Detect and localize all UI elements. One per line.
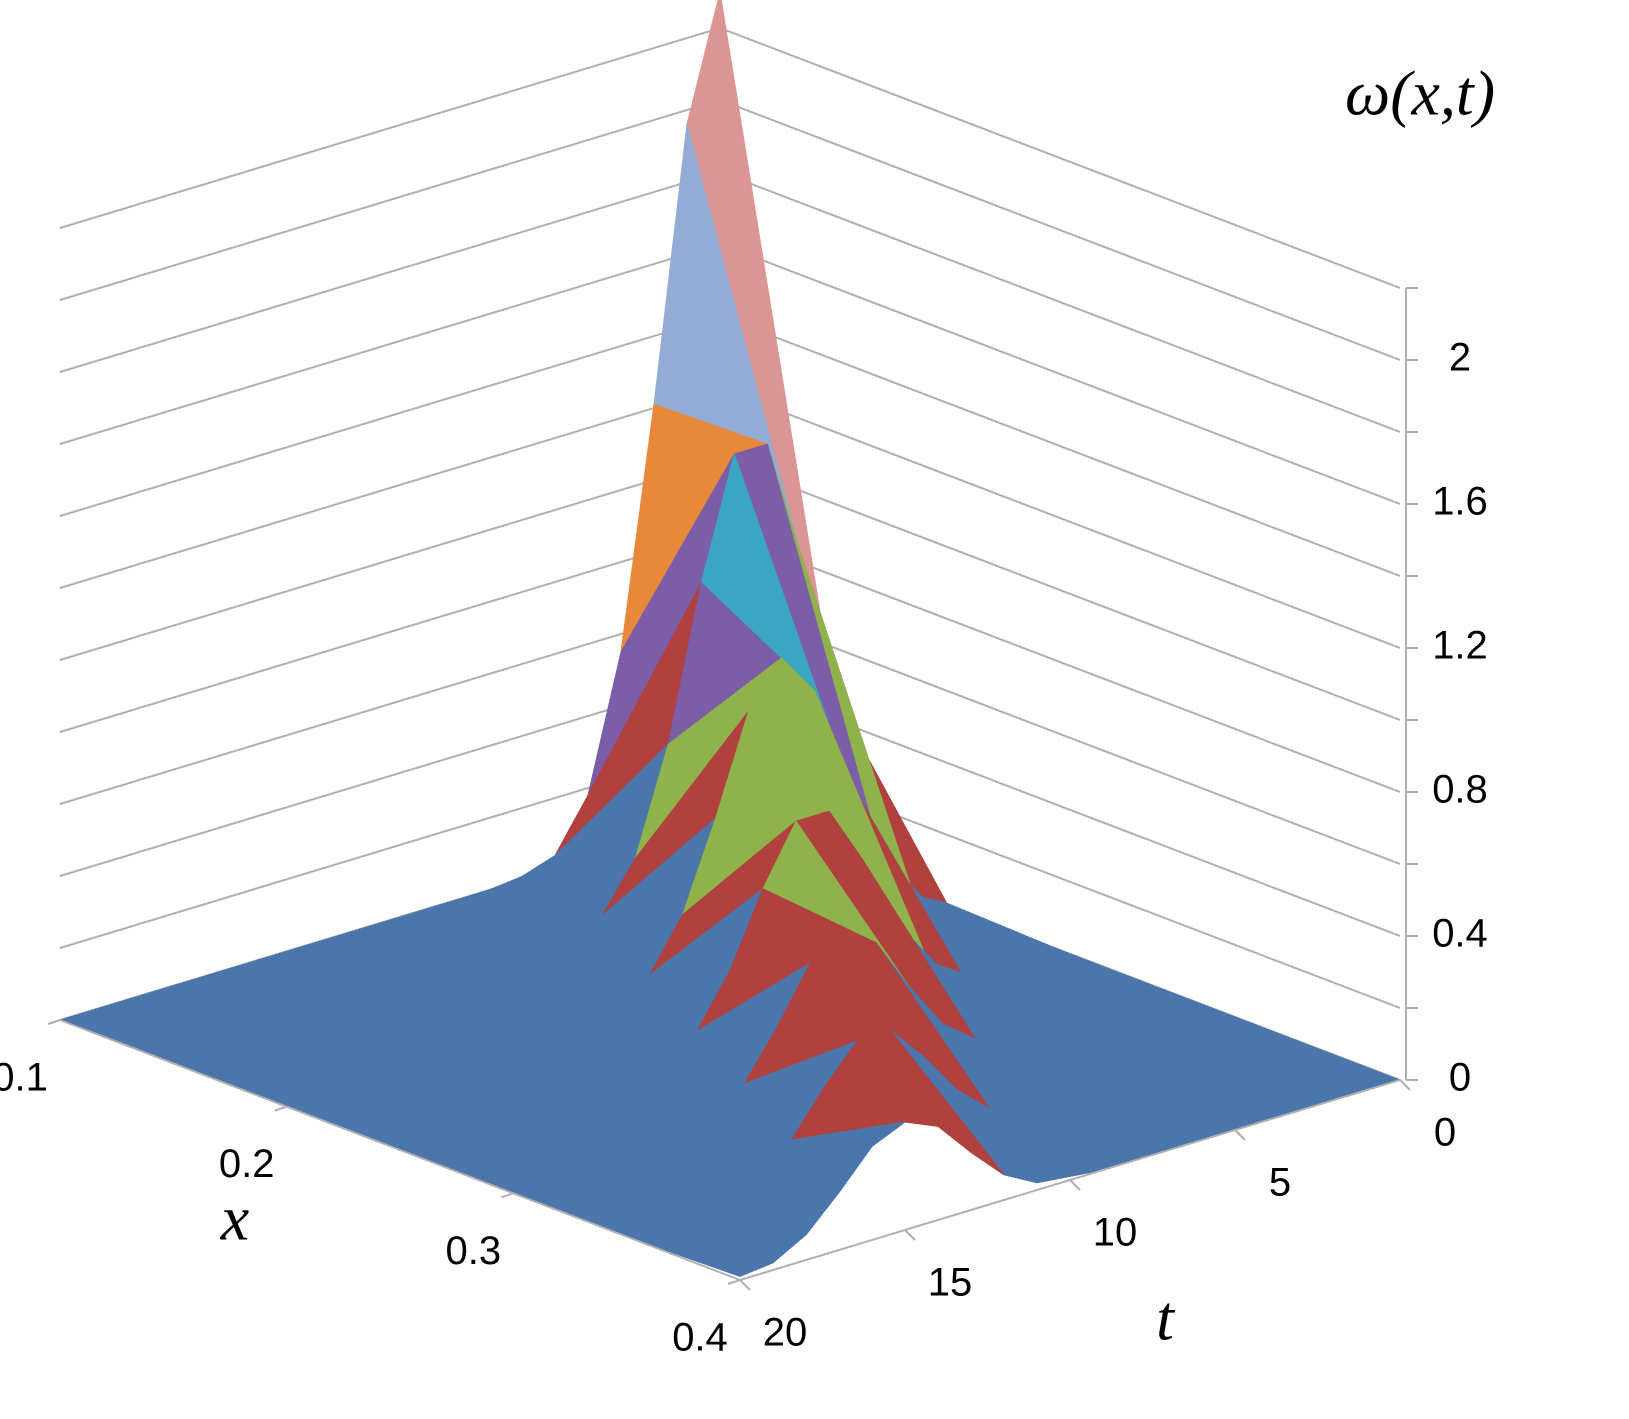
- x-tick-label: 0.3: [446, 1229, 502, 1273]
- x-tick: [727, 1279, 741, 1285]
- z-tick-label: 1.6: [1432, 480, 1488, 524]
- x-axis-title: x: [220, 1183, 249, 1254]
- t-tick: [1234, 1129, 1246, 1141]
- x-axis: [59, 1019, 741, 1281]
- z-tick-label: 2: [1449, 336, 1471, 380]
- t-tick-label: 20: [763, 1311, 808, 1355]
- t-tick-label: 10: [1093, 1211, 1138, 1255]
- x-tick: [501, 1192, 514, 1199]
- x-tick-label: 0.1: [0, 1056, 48, 1100]
- t-axis-title: t: [1156, 1283, 1176, 1354]
- t-tick: [739, 1279, 751, 1291]
- t-tick: [1069, 1179, 1081, 1191]
- x-tick-label: 0.4: [672, 1316, 728, 1360]
- x-tick-label: 0.2: [219, 1142, 275, 1186]
- z-tick-label: 0: [1449, 1056, 1471, 1100]
- z-tick-label: 0.4: [1432, 912, 1488, 956]
- t-tick: [1399, 1079, 1411, 1091]
- x-tick: [274, 1105, 287, 1112]
- t-tick-label: 15: [928, 1261, 973, 1305]
- x-tick: [47, 1019, 61, 1025]
- t-tick-label: 5: [1269, 1161, 1291, 1205]
- surface-cell: [626, 1226, 774, 1277]
- z-axis-title: ω(x,t): [1345, 58, 1495, 129]
- t-tick-label: 0: [1434, 1111, 1456, 1155]
- z-tick-label: 0.8: [1432, 768, 1488, 812]
- z-tick-label: 1.2: [1432, 624, 1488, 668]
- t-tick: [904, 1229, 916, 1241]
